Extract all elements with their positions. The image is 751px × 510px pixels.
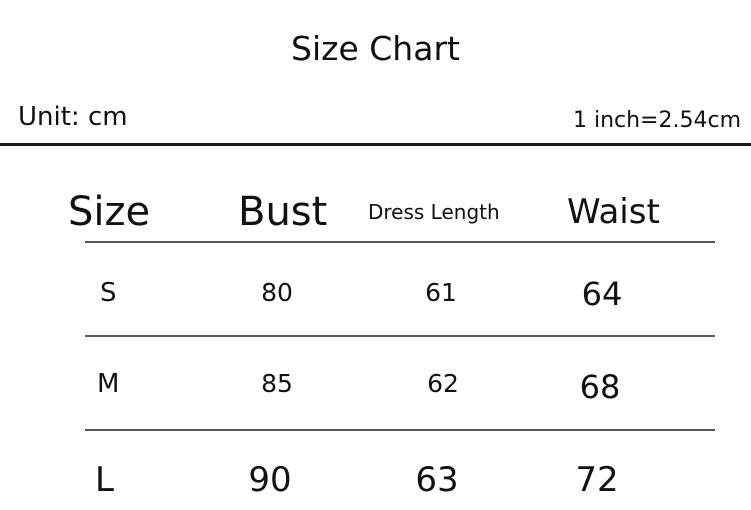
cell-bust: 90	[248, 460, 292, 500]
header-bust: Bust	[238, 189, 328, 235]
cell-bust: 80	[261, 278, 293, 307]
page-title: Size Chart	[291, 29, 460, 68]
row-divider	[85, 335, 715, 337]
cell-size: S	[100, 278, 117, 308]
cell-size: M	[97, 369, 120, 399]
cell-dress-length: 63	[415, 460, 459, 500]
cell-waist: 72	[575, 460, 619, 500]
header-size: Size	[68, 189, 151, 235]
header-waist: Waist	[567, 192, 660, 232]
row-divider	[85, 241, 715, 243]
cell-size: L	[95, 460, 114, 500]
header-divider	[0, 143, 751, 146]
cell-waist: 68	[579, 368, 621, 406]
header-dress-length: Dress Length	[368, 200, 500, 224]
row-divider	[85, 429, 715, 431]
unit-label: Unit: cm	[18, 102, 128, 132]
cell-waist: 64	[581, 275, 623, 313]
cell-dress-length: 62	[427, 369, 459, 398]
cell-bust: 85	[261, 369, 293, 398]
conversion-label: 1 inch=2.54cm	[572, 108, 741, 133]
cell-dress-length: 61	[425, 278, 457, 307]
